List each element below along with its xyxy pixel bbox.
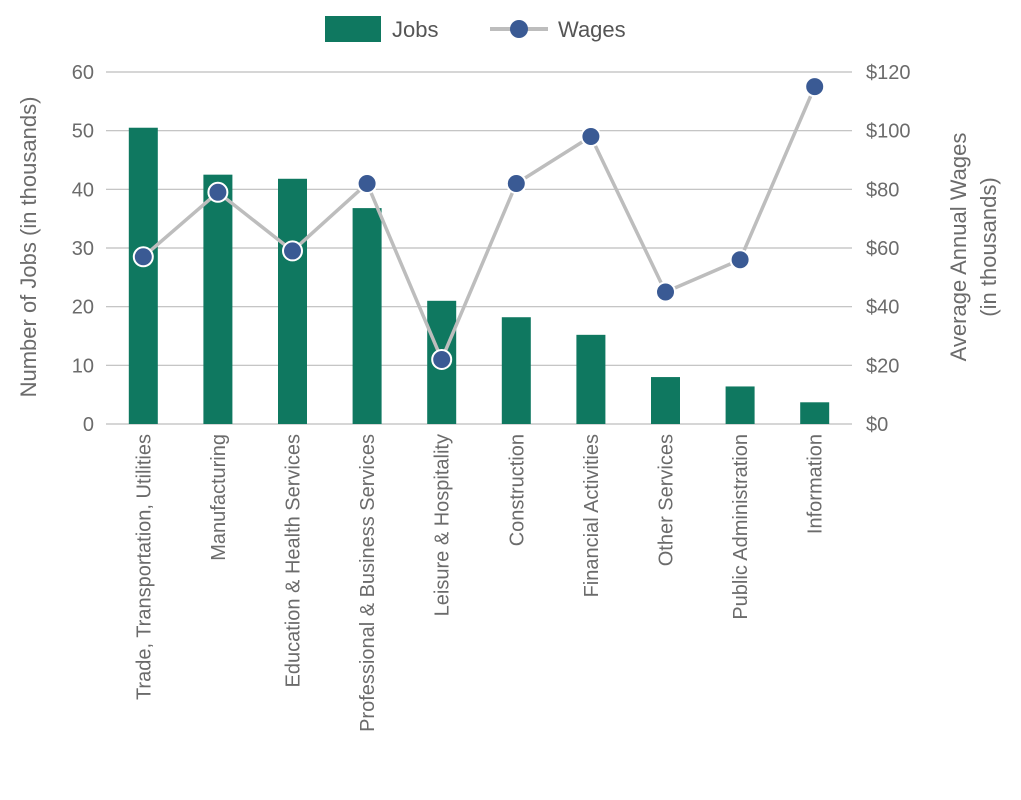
category-label: Other Services — [656, 434, 678, 566]
left-tick-label: 10 — [72, 355, 94, 377]
bar-jobs — [278, 178, 307, 424]
point-wages — [655, 281, 676, 303]
legend-jobs-swatch — [325, 16, 381, 42]
category-label: Financial Activities — [581, 434, 603, 597]
point-wages — [132, 246, 154, 268]
wages-line — [132, 76, 826, 370]
right-tick-label: $40 — [866, 297, 899, 319]
right-axis-title-line2: (in thousands) — [976, 177, 1001, 316]
right-tick-label: $100 — [866, 121, 911, 143]
bar-jobs — [501, 317, 531, 424]
legend-wages-label: Wages — [558, 17, 626, 42]
category-label: Professional & Business Services — [357, 434, 379, 732]
left-axis-title: Number of Jobs (in thousands) — [16, 97, 41, 398]
right-tick-label: $20 — [866, 355, 899, 377]
left-tick-label: 0 — [83, 414, 94, 436]
legend: Jobs Wages — [325, 16, 626, 42]
category-label: Information — [805, 434, 827, 534]
left-axis-ticks: 0 10 20 30 40 50 60 — [72, 62, 94, 436]
category-label: Leisure & Hospitality — [432, 434, 454, 616]
wages-polyline — [142, 85, 817, 362]
category-label: Construction — [506, 434, 528, 546]
point-wages — [804, 76, 826, 98]
point-wages — [282, 240, 303, 262]
point-wages — [431, 348, 453, 370]
left-tick-label: 40 — [72, 179, 94, 201]
right-tick-label: $60 — [866, 238, 899, 260]
category-labels: Trade, Transportation, Utilities Manufact… — [133, 434, 826, 732]
category-label: Trade, Transportation, Utilities — [133, 434, 155, 700]
legend-wages-dot — [510, 20, 528, 38]
category-label: Education & Health Services — [283, 434, 305, 687]
legend-jobs-label: Jobs — [392, 17, 438, 42]
point-wages — [729, 249, 751, 271]
category-label: Manufacturing — [208, 434, 230, 561]
left-tick-label: 60 — [72, 62, 94, 84]
right-tick-label: $80 — [866, 179, 899, 201]
right-axis-title-line1: Average Annual Wages — [946, 133, 971, 362]
bar-jobs — [800, 402, 830, 424]
right-axis-ticks: $0 $20 $40 $60 $80 $100 $120 — [866, 62, 911, 436]
point-wages — [207, 181, 229, 203]
bar-jobs — [203, 174, 233, 424]
bar-jobs — [725, 386, 755, 424]
point-wages — [356, 172, 378, 194]
point-wages — [505, 172, 527, 194]
bar-jobs — [352, 208, 382, 424]
category-label: Public Administration — [730, 434, 752, 620]
left-tick-label: 50 — [72, 121, 94, 143]
left-tick-label: 20 — [72, 297, 94, 319]
bar-jobs — [576, 334, 606, 424]
bar-jobs — [128, 127, 158, 424]
point-wages — [580, 126, 602, 148]
right-axis-title: Average Annual Wages (in thousands) — [946, 133, 1001, 362]
right-tick-label: $120 — [866, 62, 911, 84]
bar-jobs — [651, 377, 680, 424]
jobs-bars — [128, 127, 830, 424]
left-tick-label: 30 — [72, 238, 94, 260]
right-tick-label: $0 — [866, 414, 888, 436]
